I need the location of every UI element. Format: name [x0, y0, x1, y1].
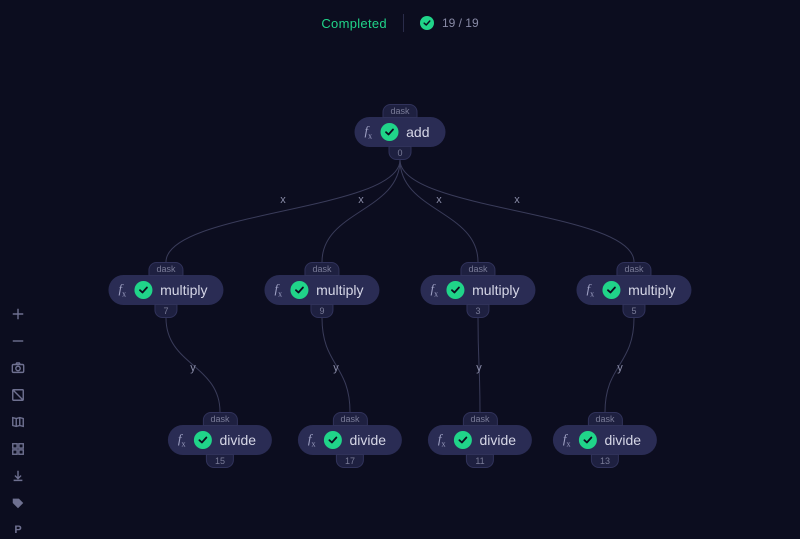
node-pill[interactable]: fx multiply [264, 275, 379, 305]
check-icon [380, 123, 398, 141]
function-icon: fx [274, 281, 282, 299]
node-pill[interactable]: fx divide [428, 425, 532, 455]
task-node-n6[interactable]: dask fx divide 17 [298, 412, 402, 468]
node-index: 7 [154, 304, 177, 318]
check-icon [194, 431, 212, 449]
node-label: multiply [628, 282, 675, 298]
zoom-out-button[interactable] [10, 333, 26, 349]
edge-label: x [280, 194, 286, 206]
fit-screen-button[interactable] [10, 387, 26, 403]
node-tag: dask [148, 262, 183, 276]
edge-label: x [358, 194, 364, 206]
node-index: 5 [622, 304, 645, 318]
edge-label: y [476, 362, 482, 374]
node-index: 3 [466, 304, 489, 318]
node-tag: dask [332, 412, 367, 426]
check-icon [579, 431, 597, 449]
node-tag: dask [587, 412, 622, 426]
node-pill[interactable]: fx multiply [576, 275, 691, 305]
node-index: 15 [206, 454, 234, 468]
function-icon: fx [438, 431, 446, 449]
node-label: divide [480, 432, 517, 448]
node-index: 9 [310, 304, 333, 318]
function-icon: fx [178, 431, 186, 449]
zoom-in-button[interactable] [10, 306, 26, 322]
task-node-n8[interactable]: dask fx divide 13 [553, 412, 657, 468]
node-tag: dask [460, 262, 495, 276]
node-index: 17 [336, 454, 364, 468]
grid-button[interactable] [10, 441, 26, 457]
node-index: 13 [591, 454, 619, 468]
params-button[interactable]: P [10, 522, 26, 538]
check-icon [446, 281, 464, 299]
edge-label: y [190, 362, 196, 374]
function-icon: fx [430, 281, 438, 299]
edge-label: y [333, 362, 339, 374]
download-button[interactable] [10, 468, 26, 484]
task-node-n3[interactable]: dask fx multiply 3 [420, 262, 535, 318]
task-node-n2[interactable]: dask fx multiply 9 [264, 262, 379, 318]
task-node-n7[interactable]: dask fx divide 11 [428, 412, 532, 468]
node-pill[interactable]: fx divide [168, 425, 272, 455]
node-pill[interactable]: fx multiply [420, 275, 535, 305]
node-label: multiply [472, 282, 519, 298]
function-icon: fx [586, 281, 594, 299]
function-icon: fx [563, 431, 571, 449]
node-tag: dask [382, 104, 417, 118]
left-toolbar: P [10, 306, 26, 539]
check-icon [454, 431, 472, 449]
camera-button[interactable] [10, 360, 26, 376]
task-node-n0[interactable]: daskfx add 0 [355, 104, 446, 160]
node-index: 11 [466, 454, 493, 468]
node-tag: dask [202, 412, 237, 426]
task-node-n5[interactable]: dask fx divide 15 [168, 412, 272, 468]
edge-label: y [617, 362, 623, 374]
node-label: multiply [316, 282, 363, 298]
function-icon: fx [118, 281, 126, 299]
check-icon [290, 281, 308, 299]
node-pill[interactable]: fx divide [298, 425, 402, 455]
node-label: divide [605, 432, 642, 448]
graph-stage[interactable]: xxxxyyyydaskfxadd0daskfxmultiply7daskfxm… [0, 0, 800, 539]
node-tag: dask [462, 412, 497, 426]
node-pill[interactable]: fx multiply [108, 275, 223, 305]
edge-label: x [514, 194, 520, 206]
node-pill[interactable]: fx divide [553, 425, 657, 455]
function-icon: fx [365, 123, 373, 141]
node-label: divide [350, 432, 387, 448]
check-icon [324, 431, 342, 449]
function-icon: fx [308, 431, 316, 449]
task-node-n1[interactable]: dask fx multiply 7 [108, 262, 223, 318]
tag-button[interactable] [10, 495, 26, 511]
task-node-n4[interactable]: dask fx multiply 5 [576, 262, 691, 318]
check-icon [134, 281, 152, 299]
node-label: divide [220, 432, 257, 448]
node-index: 0 [388, 146, 411, 160]
node-label: multiply [160, 282, 207, 298]
node-tag: dask [616, 262, 651, 276]
node-label: add [406, 124, 429, 140]
node-pill[interactable]: fx add [355, 117, 446, 147]
check-icon [602, 281, 620, 299]
edge-label: x [436, 194, 442, 206]
map-button[interactable] [10, 414, 26, 430]
node-tag: dask [304, 262, 339, 276]
